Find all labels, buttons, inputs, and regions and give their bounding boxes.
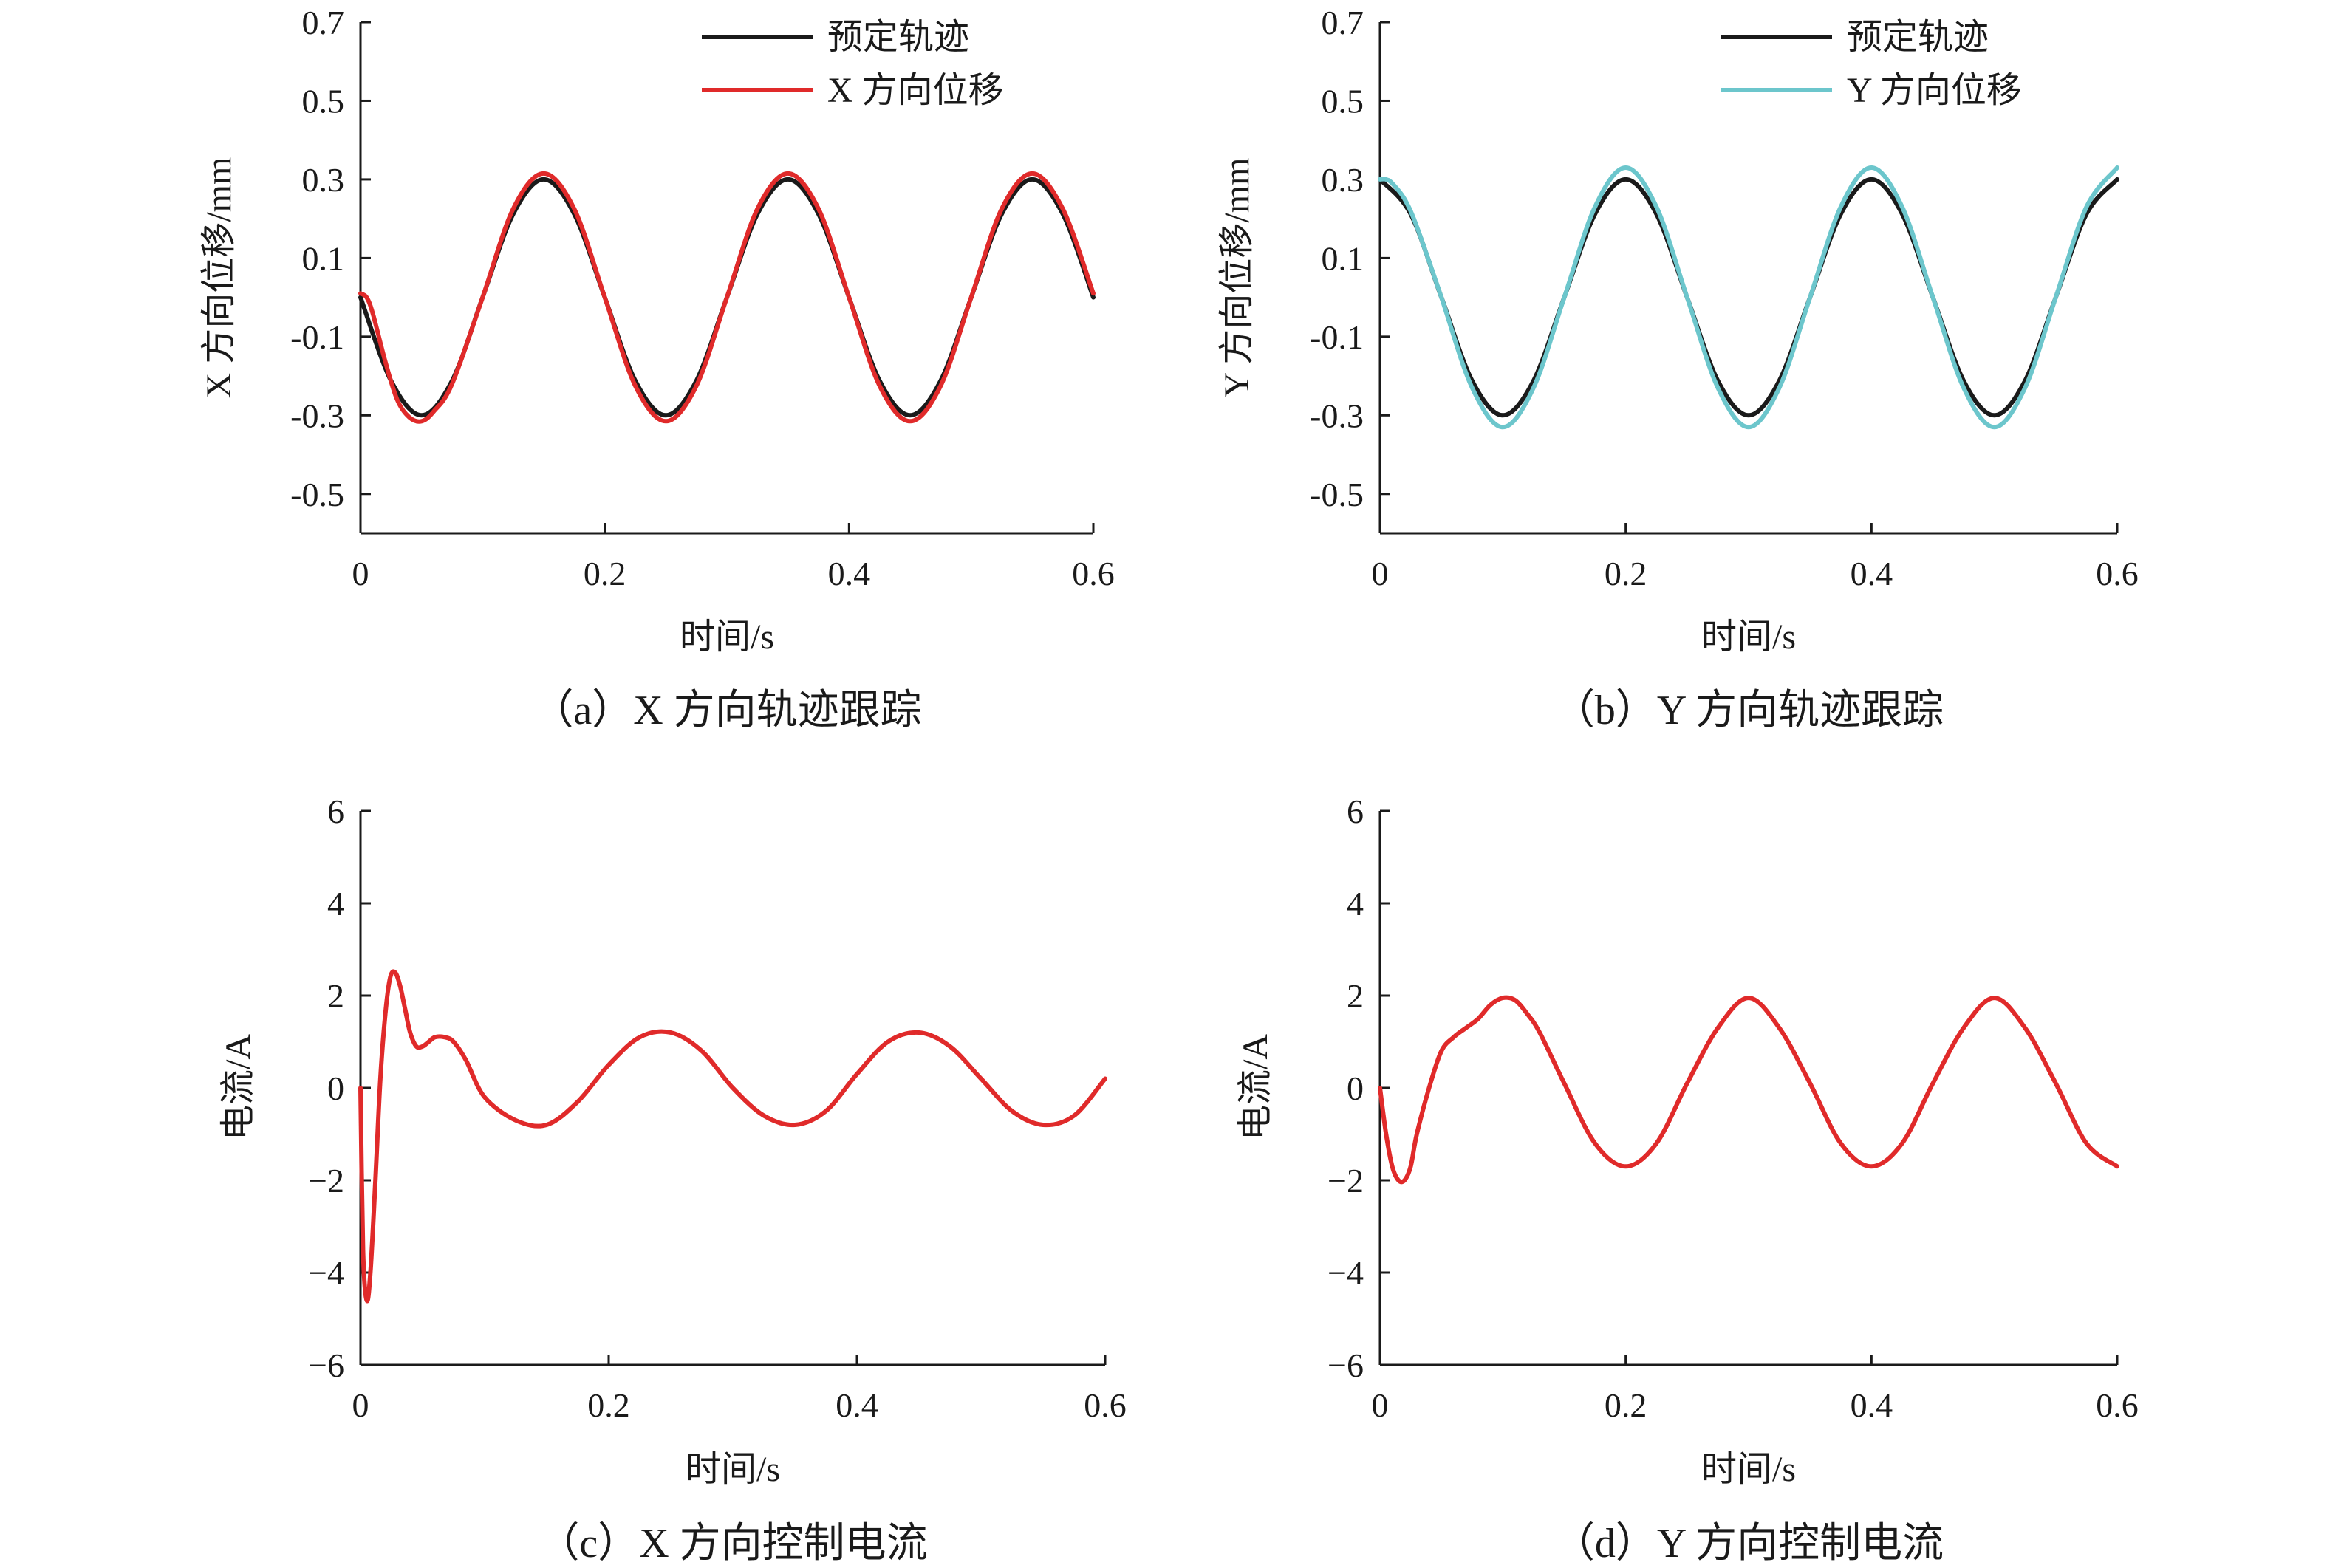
x-tick-label: 0 [1372, 1386, 1389, 1424]
y-tick-label: 0.3 [302, 161, 345, 199]
panel-caption: （a）X 方向轨迹跟踪 [532, 688, 921, 733]
x-tick-label: 0 [352, 555, 369, 592]
x-tick-label: 0.2 [1605, 555, 1647, 592]
series-line-1 [1378, 995, 2119, 1185]
y-tick-label: -0.3 [290, 397, 344, 434]
x-axis-label: 时间/s [680, 617, 774, 657]
x-tick-label: 0.6 [2096, 555, 2139, 592]
x-tick-label: 0.6 [1072, 555, 1115, 592]
panel-caption: （b）Y 方向轨迹跟踪 [1554, 688, 1944, 733]
y-tick-label: 0.7 [302, 4, 345, 41]
plot-area: 0 0.2 0.4 0.6 -0.5 -0.3 -0.1 0.1 0.3 0.5 0.7 预定轨迹 Y … [1310, 4, 2139, 592]
panel-caption: （c）X 方向控制电流 [538, 1521, 927, 1567]
y-tick-label: 4 [1347, 885, 1364, 922]
x-tick-label: 0.2 [584, 555, 626, 592]
panel-b-y-trajectory: 0 0.2 0.4 0.6 -0.5 -0.3 -0.1 0.1 0.3 0.5 0.7 预定轨迹 Y … [1217, 4, 2139, 733]
legend: 预定轨迹 Y 方向位移 [1721, 18, 2022, 110]
panel-c-x-current: 0 0.2 0.4 0.6 −6 −4 −2 0 2 4 6 时间/s 电流/A （c）X 方向控制… [219, 792, 1127, 1567]
y-tick-label: 0 [327, 1069, 344, 1107]
y-tick-label: −2 [1327, 1162, 1364, 1199]
y-axis-label: 电流/A [1236, 1034, 1275, 1140]
y-tick-label: 2 [327, 977, 344, 1015]
y-tick-label: −4 [308, 1254, 344, 1292]
y-tick-label: −4 [1327, 1254, 1364, 1292]
y-tick-label: -0.1 [290, 318, 344, 356]
y-tick-label: −6 [1327, 1346, 1364, 1384]
x-tick-label: 0.4 [1851, 1386, 1893, 1424]
series-line-2 [1378, 165, 2119, 430]
legend-label: X 方向位移 [827, 71, 1004, 110]
panel-caption: （d）Y 方向控制电流 [1554, 1521, 1944, 1567]
x-tick-label: 0.6 [1084, 1386, 1127, 1424]
series-line-2 [358, 171, 1096, 424]
plot-area: 0 0.2 0.4 0.6 -0.5 -0.3 -0.1 0.1 0.3 0.5 0.7 预定轨迹 X … [290, 4, 1115, 592]
x-tick-label: 0.4 [1851, 555, 1893, 592]
x-axis-label: 时间/s [686, 1450, 780, 1489]
y-tick-label: 4 [327, 885, 344, 922]
y-axis-label: X 方向位移/mm [199, 157, 239, 399]
x-tick-label: 0.6 [2096, 1386, 2139, 1424]
x-axis-label: 时间/s [1701, 1450, 1796, 1489]
legend-label: 预定轨迹 [827, 18, 969, 57]
x-axis-label: 时间/s [1701, 617, 1796, 657]
x-tick-label: 0.4 [828, 555, 871, 592]
x-tick-label: 0.2 [587, 1386, 630, 1424]
legend-label: Y 方向位移 [1847, 71, 2022, 110]
series-line-1 [358, 969, 1107, 1304]
y-axis-label: Y 方向位移/mm [1217, 158, 1257, 398]
x-tick-label: 0.2 [1605, 1386, 1647, 1424]
y-tick-label: 2 [1347, 977, 1364, 1015]
y-tick-label: 0.1 [302, 239, 345, 277]
y-tick-label: 0.5 [302, 82, 345, 120]
x-tick-label: 0.4 [836, 1386, 878, 1424]
y-tick-label: 6 [1347, 792, 1364, 830]
y-tick-label: 0.5 [1322, 82, 1364, 120]
plot-area: 0 0.2 0.4 0.6 −6 −4 −2 0 2 4 6 [308, 792, 1127, 1424]
y-tick-label: 0 [1347, 1069, 1364, 1107]
legend-label: 预定轨迹 [1847, 18, 1989, 57]
plot-area: 0 0.2 0.4 0.6 −6 −4 −2 0 2 4 6 [1327, 792, 2139, 1424]
y-tick-label: -0.5 [290, 476, 344, 513]
series-line-1 [1378, 177, 2119, 418]
y-tick-label: 0.1 [1322, 239, 1364, 277]
y-tick-label: 0.7 [1322, 4, 1364, 41]
y-tick-label: −6 [308, 1346, 344, 1384]
panel-d-y-current: 0 0.2 0.4 0.6 −6 −4 −2 0 2 4 6 时间/s 电流/A （d）Y 方向控制… [1236, 792, 2139, 1567]
y-tick-label: 0.3 [1322, 161, 1364, 199]
x-tick-label: 0 [352, 1386, 369, 1424]
x-tick-label: 0 [1372, 555, 1389, 592]
y-tick-label: -0.1 [1310, 318, 1364, 356]
legend: 预定轨迹 X 方向位移 [702, 18, 1004, 110]
panel-a-x-trajectory: 0 0.2 0.4 0.6 -0.5 -0.3 -0.1 0.1 0.3 0.5 0.7 预定轨迹 X … [199, 4, 1115, 733]
y-tick-label: −2 [308, 1162, 344, 1199]
y-tick-label: 6 [327, 792, 344, 830]
y-axis-label: 电流/A [219, 1034, 258, 1140]
y-tick-label: -0.5 [1310, 476, 1364, 513]
y-tick-label: -0.3 [1310, 397, 1364, 434]
